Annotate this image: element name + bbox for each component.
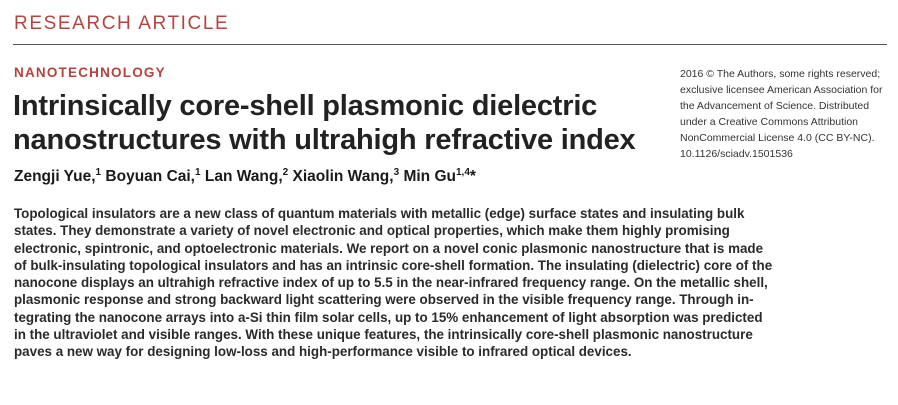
author-affiliation: 1,4 xyxy=(455,167,470,178)
rights-notice: 2016 © The Authors, some rights reserved… xyxy=(680,66,890,162)
doi-line: 10.1126/sciadv.1501536 xyxy=(680,148,793,160)
abstract-line: electronic, spintronic, and optoelectron… xyxy=(14,240,764,256)
author-list: Zengji Yue,1 Boyuan Cai,1 Lan Wang,2 Xia… xyxy=(14,168,476,186)
author-name: Xiaolin Wang, xyxy=(292,168,394,185)
abstract-line: plasmonic response and strong backward l… xyxy=(14,292,754,308)
rights-line: 2016 © The Authors, some rights reserved… xyxy=(680,68,881,80)
article-title: Intrinsically core-shell plasmonic diele… xyxy=(13,89,663,157)
author-name: Zengji Yue, xyxy=(14,168,96,185)
abstract-line: nanocone displays an ultrahigh refractiv… xyxy=(14,275,768,291)
author-name: Min Gu xyxy=(403,168,456,185)
abstract-line: states. They demonstrate a variety of no… xyxy=(14,223,730,239)
rights-line: NonCommercial License 4.0 (CC BY-NC). xyxy=(680,132,875,144)
rights-line: exclusive licensee American Association … xyxy=(680,84,883,96)
abstract-line: in the ultraviolet and visible ranges. W… xyxy=(14,327,753,343)
rights-line: the Advancement of Science. Distributed xyxy=(680,100,870,112)
author-name: Boyuan Cai, xyxy=(105,168,195,185)
abstract: Topological insulators are a new class o… xyxy=(14,205,773,361)
abstract-line: of bulk-insulating topological insulator… xyxy=(14,257,773,273)
abstract-line: Topological insulators are a new class o… xyxy=(14,206,745,221)
section-label: NANOTECHNOLOGY xyxy=(14,65,166,80)
article-type-label: RESEARCH ARTICLE xyxy=(14,13,230,34)
author-affiliation: 3 xyxy=(393,167,400,178)
author-affiliation: 2 xyxy=(282,167,289,178)
header-divider xyxy=(13,44,887,45)
author-affiliation: 1 xyxy=(195,167,201,178)
title-line: nanostructures with ultrahigh refractive… xyxy=(13,124,636,156)
author-affiliation: 1 xyxy=(95,167,102,178)
abstract-line: tegrating the nanocone arrays into a-Si … xyxy=(14,309,763,325)
author-name: Lan Wang, xyxy=(204,168,283,185)
rights-line: under a Creative Commons Attribution xyxy=(680,116,859,128)
corresponding-author-mark: * xyxy=(469,168,476,185)
title-line: Intrinsically core-shell plasmonic diele… xyxy=(13,90,598,122)
abstract-line: paves a new way for designing low-loss a… xyxy=(14,344,632,360)
